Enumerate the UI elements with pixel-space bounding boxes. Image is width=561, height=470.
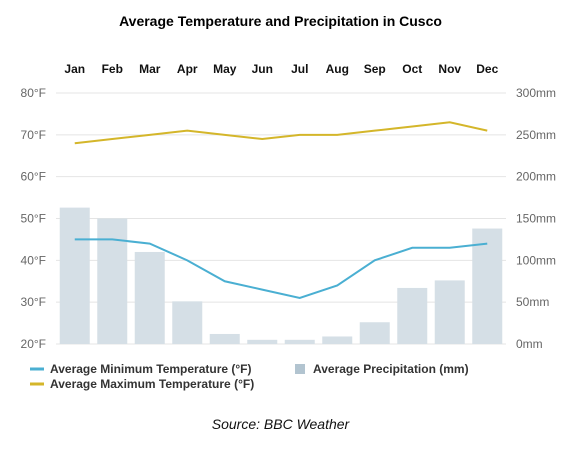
month-labels: Jan Feb Mar Apr May Jun Jul Aug Sep Oct Nov Dec xyxy=(64,62,498,76)
right-tick-label: 250mm xyxy=(516,128,556,142)
month-label: May xyxy=(213,62,237,76)
precipitation-bar xyxy=(134,251,165,344)
left-tick-label: 70°F xyxy=(21,128,46,142)
min-temp-line xyxy=(74,238,488,300)
left-tick-label: 80°F xyxy=(21,86,46,100)
right-tick-label: 50mm xyxy=(516,295,549,309)
month-label: Apr xyxy=(177,62,198,76)
month-label: Jul xyxy=(291,62,308,76)
month-label: Jun xyxy=(252,62,273,76)
precipitation-bar xyxy=(284,339,315,344)
right-tick-label: 100mm xyxy=(516,253,556,267)
left-tick-label: 50°F xyxy=(21,212,46,226)
month-label: Mar xyxy=(139,62,161,76)
month-label: Nov xyxy=(438,62,461,76)
right-tick-label: 300mm xyxy=(516,86,556,100)
precipitation-bar xyxy=(209,333,240,344)
right-axis-ticks: 300mm 250mm 200mm 150mm 100mm 50mm 0mm xyxy=(516,86,556,351)
left-tick-label: 60°F xyxy=(21,170,46,184)
legend-label-min: Average Minimum Temperature (°F) xyxy=(50,362,252,376)
legend-label-precip: Average Precipitation (mm) xyxy=(313,362,469,376)
precipitation-bar xyxy=(397,287,428,344)
gridlines xyxy=(56,92,506,345)
month-label: Jan xyxy=(64,62,85,76)
month-label: Feb xyxy=(102,62,123,76)
precipitation-bar xyxy=(359,322,390,344)
legend-label-max: Average Maximum Temperature (°F) xyxy=(50,377,254,391)
source-note: Source: BBC Weather xyxy=(211,416,350,432)
max-temp-line xyxy=(74,121,488,145)
precipitation-bar xyxy=(434,280,465,344)
month-label: Dec xyxy=(476,62,498,76)
precipitation-bar xyxy=(59,207,90,344)
month-label: Sep xyxy=(364,62,386,76)
precipitation-bar xyxy=(97,218,128,344)
left-tick-label: 20°F xyxy=(21,337,46,351)
precipitation-bars xyxy=(59,207,503,344)
legend: Average Minimum Temperature (°F)Average … xyxy=(30,362,469,391)
left-tick-label: 30°F xyxy=(21,295,46,309)
month-label: Aug xyxy=(326,62,349,76)
legend-swatch-precip xyxy=(295,364,305,374)
precipitation-bar xyxy=(322,336,353,344)
left-tick-label: 40°F xyxy=(21,253,46,267)
chart-title: Average Temperature and Precipitation in… xyxy=(119,13,442,29)
right-tick-label: 0mm xyxy=(516,337,543,351)
month-label: Oct xyxy=(402,62,422,76)
right-tick-label: 150mm xyxy=(516,212,556,226)
left-axis-ticks: 80°F 70°F 60°F 50°F 40°F 30°F 20°F xyxy=(21,86,46,351)
right-tick-label: 200mm xyxy=(516,170,556,184)
precipitation-bar xyxy=(247,339,278,344)
temperature-lines xyxy=(74,121,488,300)
precipitation-bar xyxy=(172,301,203,344)
precipitation-bar xyxy=(472,228,503,344)
